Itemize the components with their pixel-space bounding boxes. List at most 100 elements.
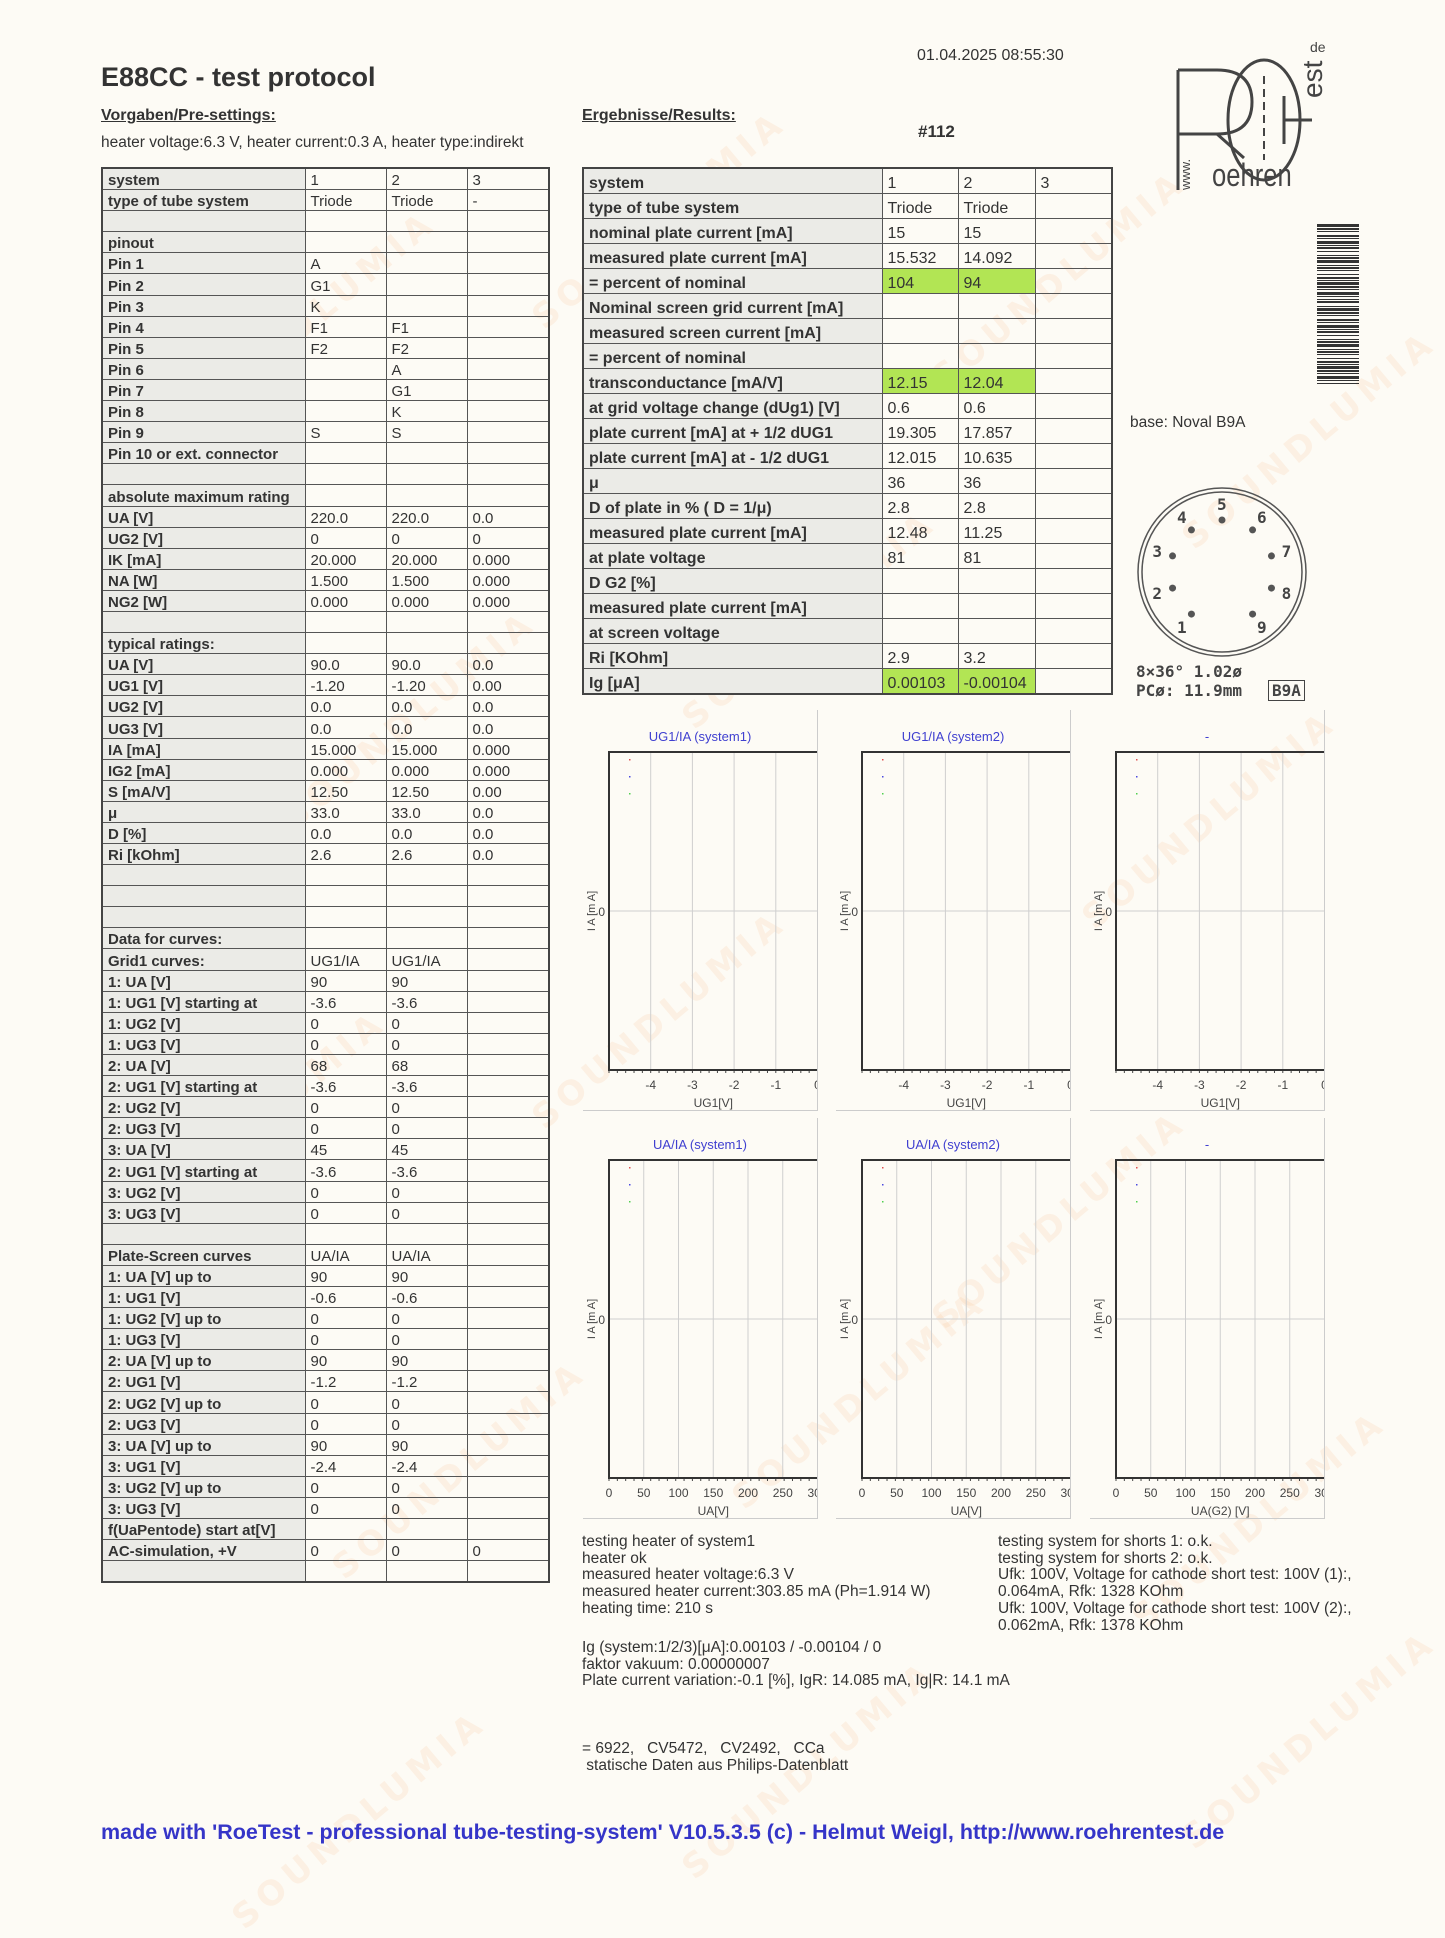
- legend-dot: [1136, 793, 1138, 795]
- pin-hole: [1169, 552, 1177, 560]
- cell-system-3: [466, 1222, 550, 1245]
- cell-system-1: 81: [881, 543, 959, 569]
- cell-system-2: UA/IA: [385, 1243, 468, 1266]
- table-row: type of tube system Triode Triode -: [101, 189, 550, 212]
- table-row: 3: UG2 [V] up to 0 0: [101, 1475, 550, 1498]
- table-row: = percent of nominal 104 94: [582, 268, 1113, 294]
- note-line: 0.064mA, Rfk: 1328 KOhm: [998, 1583, 1184, 1601]
- pin-number: 3: [1152, 542, 1162, 561]
- row-label: system: [101, 167, 306, 191]
- note-line: heater ok: [582, 1549, 647, 1567]
- table-row: [101, 610, 550, 634]
- table-row: UG2 [V] 0.0 0.0 0.0: [101, 695, 550, 718]
- cell-system-1: 19.305: [881, 418, 959, 444]
- cell-system-1: -3.6: [304, 1159, 387, 1182]
- y-axis-label: I A [m A]: [586, 891, 598, 931]
- cell-system-3: 0.000: [466, 547, 550, 570]
- table-row: Pin 5 F2 F2: [101, 336, 550, 359]
- row-label: S [mA/V]: [101, 779, 306, 802]
- pin-number: 9: [1257, 618, 1267, 637]
- row-label: D of plate in % ( D = 1/μ): [582, 493, 883, 519]
- cell-system-3: [466, 864, 550, 887]
- row-label: nominal plate current [mA]: [582, 218, 883, 244]
- barcode-bar: [1317, 296, 1359, 297]
- x-tick-label: 150: [1210, 1486, 1230, 1500]
- cell-system-2: 0: [385, 1496, 468, 1520]
- row-label: Ri [KOhm]: [582, 643, 883, 669]
- cell-system-1: 90: [304, 969, 387, 992]
- x-tick-label: 50: [890, 1486, 904, 1500]
- legend-dot: [882, 1167, 884, 1169]
- cell-system-1: [304, 610, 387, 634]
- cell-system-1: S: [304, 421, 387, 444]
- cell-system-1: F2: [304, 336, 387, 359]
- y-tick-label: 0: [1105, 905, 1112, 919]
- table-row: [101, 885, 550, 908]
- cell-system-3: [466, 378, 550, 402]
- cell-system-2: 90: [385, 1264, 468, 1287]
- cell-system-3: [466, 1096, 550, 1119]
- results-table: system 1 2 3 type of tube system Triode Triode…: [582, 167, 1113, 695]
- cell-system-3: [466, 1560, 550, 1583]
- cell-system-3: [466, 1201, 550, 1224]
- cell-system-1: 0.0: [304, 716, 387, 739]
- cell-system-3: [466, 990, 550, 1013]
- cell-system-3: [466, 1517, 550, 1541]
- row-label: f(UaPentode) start at[V]: [101, 1517, 306, 1541]
- cell-system-3: 0.0: [466, 716, 550, 739]
- cell-system-2: 0: [385, 1117, 468, 1140]
- row-label: measured screen current [mA]: [582, 318, 883, 344]
- row-label: measured plate current [mA]: [582, 243, 883, 269]
- row-label: μ: [582, 468, 883, 494]
- barcode-bar: [1317, 376, 1359, 379]
- cell-system-1: [881, 343, 959, 369]
- table-row: 2: UG2 [V] 0 0: [101, 1096, 550, 1119]
- chart-title: UA/IA (system1): [653, 1137, 747, 1152]
- row-label: AC-simulation, +V: [101, 1539, 306, 1562]
- row-label: 2: UG2 [V]: [101, 1096, 306, 1119]
- cell-system-2: [957, 593, 1036, 619]
- note-line: Ig (system:1/2/3)[μA]:0.00103 / -0.00104…: [582, 1639, 882, 1656]
- cell-system-3: 0.0: [466, 653, 550, 676]
- row-label: NG2 [W]: [101, 589, 306, 612]
- cell-system-1: 104: [881, 268, 959, 294]
- row-label: 3: UG3 [V]: [101, 1201, 306, 1224]
- table-row: Data for curves:: [101, 927, 550, 950]
- cell-system-2: [957, 343, 1036, 369]
- table-row: measured screen current [mA]: [582, 318, 1113, 344]
- cell-system-3: [1034, 318, 1113, 344]
- pin-number: 8: [1282, 584, 1292, 603]
- note-line: measured heater current:303.85 mA (Ph=1.…: [582, 1583, 931, 1601]
- cell-system-3: [466, 1328, 550, 1351]
- cell-system-2: 0: [385, 1475, 468, 1498]
- test-number: #112: [918, 122, 955, 141]
- cell-system-2: -2.4: [385, 1454, 468, 1477]
- legend-dot: [1136, 776, 1138, 778]
- pre-settings-table: system 1 2 3 type of tube system Triode Triode…: [101, 167, 550, 1584]
- barcode-bar: [1317, 274, 1359, 275]
- cell-system-2: 20.000: [385, 547, 468, 570]
- plot-frame: [861, 1159, 1070, 1479]
- cell-system-1: [304, 210, 387, 233]
- cell-system-3: [1034, 418, 1113, 444]
- cell-system-2: S: [385, 421, 468, 444]
- cell-system-2: 2: [957, 167, 1036, 194]
- x-tick-label: -3: [687, 1078, 698, 1092]
- note-line: Plate current variation:-0.1 [%], IgR: 1…: [582, 1672, 1010, 1690]
- cell-system-3: [466, 610, 550, 634]
- cell-system-3: [466, 294, 550, 317]
- cell-system-3: 3: [1034, 167, 1113, 194]
- barcode-bar: [1317, 265, 1359, 266]
- cell-system-3: [466, 252, 550, 275]
- roehrentest-logo: www. oehren est de: [1176, 40, 1328, 192]
- row-label: NA [W]: [101, 568, 306, 591]
- cell-system-3: -: [466, 189, 550, 212]
- cell-system-2: 94: [957, 268, 1036, 294]
- cell-system-3: [466, 1138, 550, 1161]
- base-label: base: Noval B9A: [1130, 414, 1246, 431]
- x-tick-label: 200: [991, 1486, 1011, 1500]
- cell-system-3: [466, 336, 550, 359]
- table-row: system 1 2 3: [582, 167, 1113, 194]
